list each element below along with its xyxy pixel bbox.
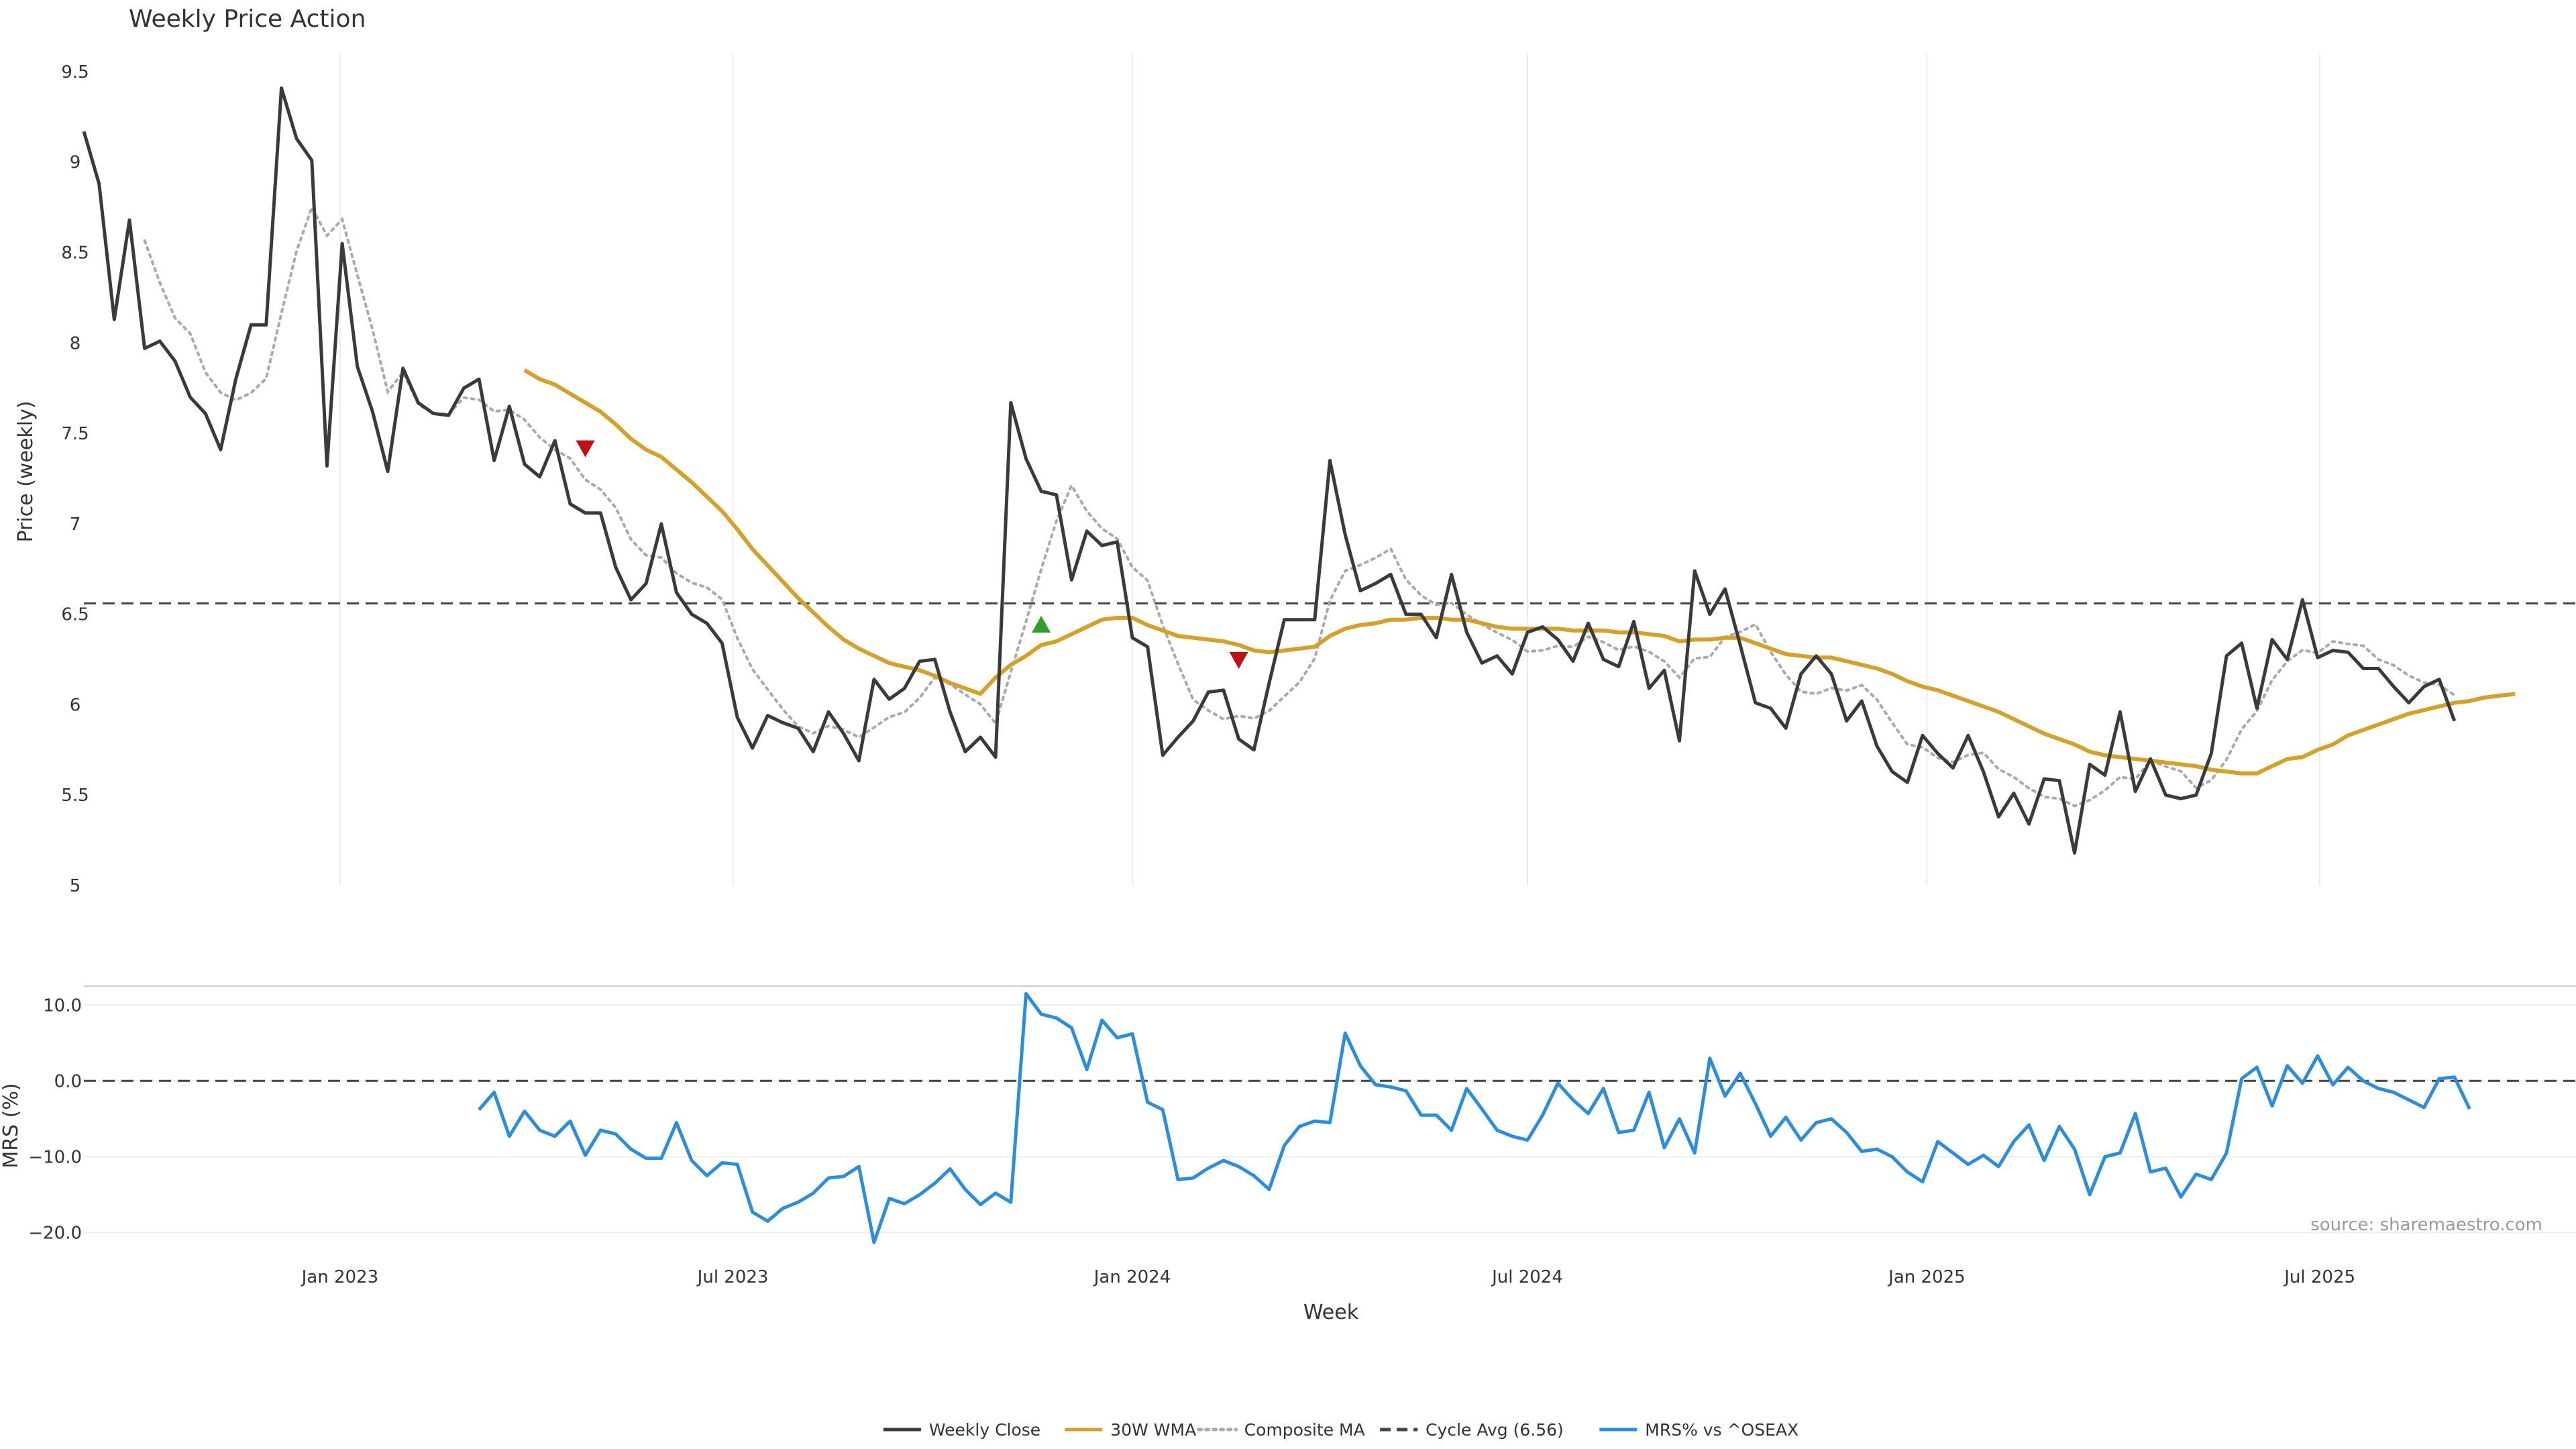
wma-30w-line — [523, 368, 2516, 775]
signal-markers — [576, 440, 1248, 669]
mrs-y-tick-label: −10.0 — [28, 1147, 82, 1167]
price-y-ticks: 5 5.5 6 6.5 7 7.5 8 8.5 9 9.5 — [61, 62, 89, 896]
mrs-y-axis-label: MRS (%) — [0, 1083, 23, 1168]
x-tick-label: Jul 2023 — [696, 1267, 769, 1287]
x-tick-label: Jan 2025 — [1887, 1267, 1966, 1287]
price-y-tick-label: 7 — [70, 515, 81, 535]
price-y-tick-label: 7.5 — [61, 424, 89, 444]
x-tick-label: Jul 2024 — [1491, 1267, 1563, 1287]
price-y-tick-label: 8 — [70, 333, 81, 354]
legend-label: Weekly Close — [929, 1420, 1040, 1440]
price-y-axis-label: Price (weekly) — [14, 400, 38, 542]
mrs-y-ticks: −20.0 −10.0 0.0 10.0 — [28, 996, 82, 1243]
legend: Weekly Close 30W WMA Composite MA Cycle Avg… — [883, 1420, 1799, 1440]
x-tick-label: Jan 2024 — [1093, 1267, 1171, 1287]
price-y-tick-label: 6.5 — [61, 605, 89, 625]
composite-ma-line — [143, 204, 2456, 808]
mrs-y-tick-label: 0.0 — [54, 1071, 82, 1091]
weekly-close-series — [82, 86, 2457, 855]
price-y-tick-label: 6 — [70, 695, 81, 715]
legend-label: 30W WMA — [1110, 1420, 1196, 1440]
mrs-series — [478, 991, 2471, 1244]
mrs-line — [478, 991, 2471, 1244]
price-y-tick-label: 5.5 — [61, 786, 89, 806]
source-label: source: sharemaestro.com — [2310, 1215, 2542, 1235]
chart-title: Weekly Price Action — [129, 5, 366, 33]
legend-label: Composite MA — [1244, 1420, 1365, 1440]
x-tick-label: Jul 2025 — [2283, 1267, 2355, 1287]
price-y-tick-label: 5 — [70, 876, 81, 896]
mrs-y-tick-label: −20.0 — [28, 1223, 82, 1243]
legend-label: MRS% vs ^OSEAX — [1645, 1420, 1799, 1440]
x-axis-ticks: Jan 2023 Jul 2023 Jan 2024 Jul 2024 Jan 2025… — [301, 1267, 2355, 1287]
price-y-tick-label: 9.5 — [61, 62, 89, 83]
grid-layer — [84, 54, 2576, 1234]
composite-ma-series — [143, 204, 2456, 808]
x-tick-label: Jan 2023 — [301, 1267, 379, 1287]
sell-signal-marker — [576, 440, 595, 458]
mrs-y-tick-label: 10.0 — [43, 996, 82, 1016]
sell-signal-marker — [1229, 651, 1248, 669]
price-y-tick-label: 8.5 — [61, 244, 89, 264]
price-y-tick-label: 9 — [70, 153, 81, 173]
wma-30w-series — [523, 368, 2516, 775]
buy-signal-marker — [1032, 615, 1051, 633]
x-axis-label: Week — [1303, 1301, 1359, 1324]
legend-label: Cycle Avg (6.56) — [1426, 1420, 1564, 1440]
weekly-close-line — [82, 86, 2457, 855]
